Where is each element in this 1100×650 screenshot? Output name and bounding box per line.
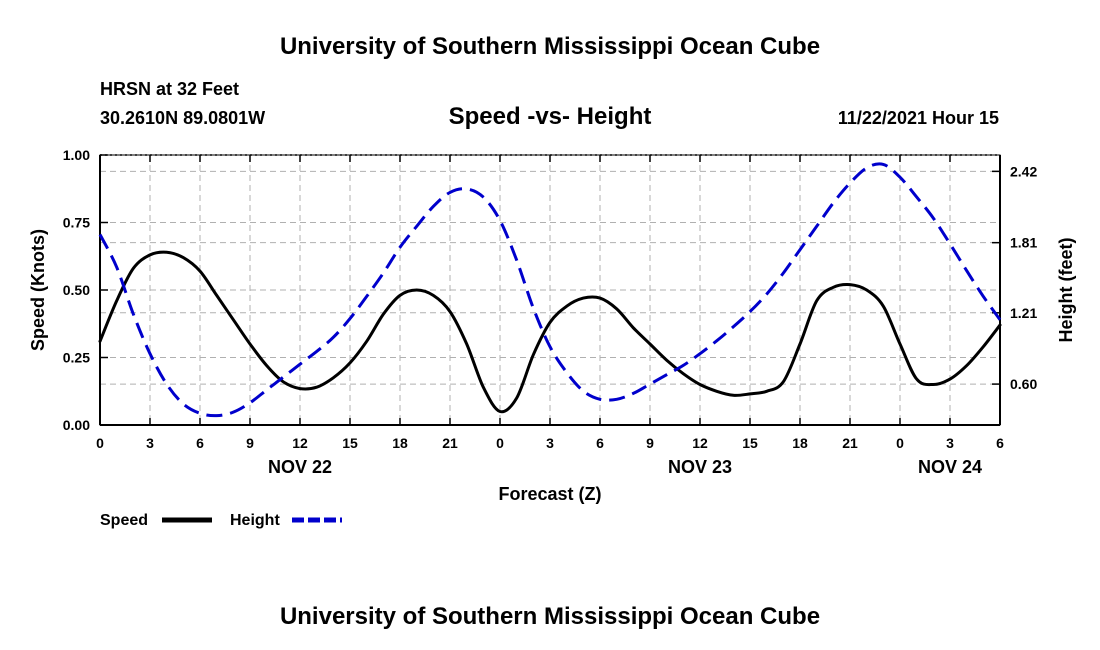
x-tick-label: 15 bbox=[342, 435, 358, 451]
x-tick-label: 9 bbox=[646, 435, 654, 451]
x-tick-label: 18 bbox=[792, 435, 808, 451]
x-tick-label: 3 bbox=[946, 435, 954, 451]
x-tick-label: 21 bbox=[842, 435, 858, 451]
x-tick-label: 0 bbox=[496, 435, 504, 451]
legend: Speed Height bbox=[100, 512, 342, 529]
y-axis-right-label: Height (feet) bbox=[1056, 238, 1076, 343]
chart-title: Speed -vs- Height bbox=[449, 103, 652, 130]
day-label: NOV 22 bbox=[268, 457, 332, 477]
page-title: University of Southern Mississippi Ocean… bbox=[280, 33, 820, 60]
day-label: NOV 23 bbox=[668, 457, 732, 477]
height-series-line bbox=[98, 162, 1002, 418]
x-axis-label: Forecast (Z) bbox=[498, 484, 601, 504]
station-location: 30.2610N 89.0801W bbox=[100, 108, 265, 128]
y-tick-label-left: 1.00 bbox=[63, 147, 90, 163]
y-axis-left-label: Speed (Knots) bbox=[28, 229, 48, 351]
x-tick-label: 15 bbox=[742, 435, 758, 451]
station-name: HRSN at 32 Feet bbox=[100, 79, 239, 99]
axis-ticks: 0 3 6 9 12 15 18 21 0 3 6 9 12 15 18 21 0 3 6 NOV 22 NOV 23 N… bbox=[63, 147, 1038, 477]
x-tick-label: 0 bbox=[896, 435, 904, 451]
x-tick-label: 3 bbox=[146, 435, 154, 451]
x-tick-label: 21 bbox=[442, 435, 458, 451]
y-tick-label-right: 1.81 bbox=[1010, 235, 1037, 251]
y-tick-label-left: 0.75 bbox=[63, 215, 90, 231]
data-series bbox=[98, 162, 1002, 418]
issue-time: 11/22/2021 Hour 15 bbox=[838, 108, 999, 128]
x-tick-label: 6 bbox=[996, 435, 1004, 451]
legend-height-label: Height bbox=[230, 512, 280, 529]
speed-series-line bbox=[98, 250, 1002, 414]
y-tick-label-left: 0.50 bbox=[63, 282, 90, 298]
y-tick-label-left: 0.00 bbox=[63, 417, 90, 433]
footer-title: University of Southern Mississippi Ocean… bbox=[280, 603, 820, 630]
x-tick-label: 3 bbox=[546, 435, 554, 451]
x-tick-label: 12 bbox=[292, 435, 308, 451]
y-tick-label-right: 2.42 bbox=[1010, 163, 1037, 179]
grid-lines bbox=[100, 155, 1000, 425]
y-tick-label-right: 0.60 bbox=[1010, 376, 1037, 392]
day-label: NOV 24 bbox=[918, 457, 982, 477]
x-tick-label: 9 bbox=[246, 435, 254, 451]
x-tick-label: 6 bbox=[596, 435, 604, 451]
x-tick-label: 0 bbox=[96, 435, 104, 451]
y-tick-label-right: 1.21 bbox=[1010, 305, 1037, 321]
legend-speed-label: Speed bbox=[100, 512, 148, 529]
y-tick-label-left: 0.25 bbox=[63, 350, 90, 366]
x-tick-label: 6 bbox=[196, 435, 204, 451]
x-tick-label: 18 bbox=[392, 435, 408, 451]
x-tick-label: 12 bbox=[692, 435, 708, 451]
